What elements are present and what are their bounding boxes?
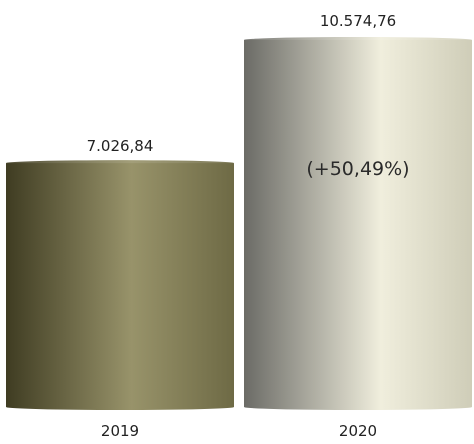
growth-annotation: (+50,49%) [306,158,409,180]
category-label-2020: 2020 [339,422,377,440]
bar-base-2019 [6,404,234,410]
category-label-2019: 2019 [101,422,139,440]
value-label-2020: 10.574,76 [320,12,396,30]
bar-cap-2020 [244,37,472,43]
bar-2020 [244,40,472,407]
bars-group [6,37,472,410]
bar-base-2020 [244,404,472,410]
bar-cap-2019 [6,160,234,167]
value-label-2019: 7.026,84 [87,137,154,155]
bar-2019 [6,163,234,407]
